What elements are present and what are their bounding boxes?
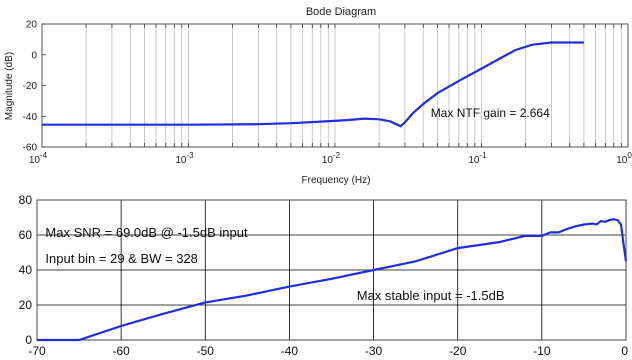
x-tick-label: -30: [365, 344, 383, 358]
x-axis-label: Frequency (Hz): [302, 175, 371, 186]
max-ntf-gain-annotation: Max NTF gain = 2.664: [431, 106, 550, 120]
y-tick-label: 0: [31, 50, 37, 61]
bode-x-ticks: 10-4 10-3 10-2 10-1 100: [29, 151, 632, 166]
y-tick-label: 60: [19, 228, 33, 242]
x-tick-label: 0: [621, 344, 628, 358]
x-tick-label: -60: [112, 344, 130, 358]
x-tick-label: -20: [449, 344, 467, 358]
y-tick-label: -40: [23, 112, 38, 123]
y-axis-label: Magnitude (dB): [4, 52, 15, 120]
max-stable-input-annotation: Max stable input = -1.5dB: [357, 288, 505, 303]
y-tick-label: -60: [23, 143, 38, 154]
x-tick-label: 10-3: [175, 151, 194, 166]
y-tick-label: -20: [23, 81, 38, 92]
snr-panel: 80 60 40 20 0 -70 -60 -50 -40 -30 -20 -10 0 Max SNR…: [19, 193, 629, 358]
y-tick-label: 80: [19, 193, 33, 207]
x-tick-label: 100: [616, 151, 632, 166]
ntf-magnitude-line: [42, 41, 584, 128]
snr-x-ticks: -70 -60 -50 -40 -30 -20 -10 0: [28, 344, 628, 358]
snr-curve-line: [37, 218, 628, 342]
x-tick-label: 10-1: [468, 151, 487, 166]
x-tick-label: -10: [533, 344, 551, 358]
snr-y-ticks: 80 60 40 20 0: [19, 193, 33, 347]
snr-plot-frame: [36, 199, 627, 341]
bode-panel: Bode Diagram 200-20-40-60 10-4 10-3 10-2 10…: [4, 6, 632, 186]
x-tick-label: -40: [281, 344, 299, 358]
x-tick-label: -70: [28, 344, 46, 358]
chart-title: Bode Diagram: [306, 6, 376, 18]
y-tick-label: 0: [25, 333, 32, 347]
x-tick-label: -50: [197, 344, 215, 358]
input-bin-annotation: Input bin = 29 & BW = 328: [45, 251, 198, 266]
bode-y-ticks: 20 0 -20 -40 -60: [23, 20, 46, 154]
y-tick-label: 40: [19, 263, 33, 277]
max-snr-annotation: Max SNR = 69.0dB @ -1.5dB input: [45, 225, 248, 240]
x-tick-label: 10-4: [29, 151, 48, 166]
snr-grid: [36, 199, 627, 341]
y-tick-label: 20: [19, 298, 33, 312]
x-tick-label: 10-2: [322, 151, 341, 166]
y-tick-label: 20: [26, 20, 38, 31]
bode-grid: [41, 24, 622, 147]
